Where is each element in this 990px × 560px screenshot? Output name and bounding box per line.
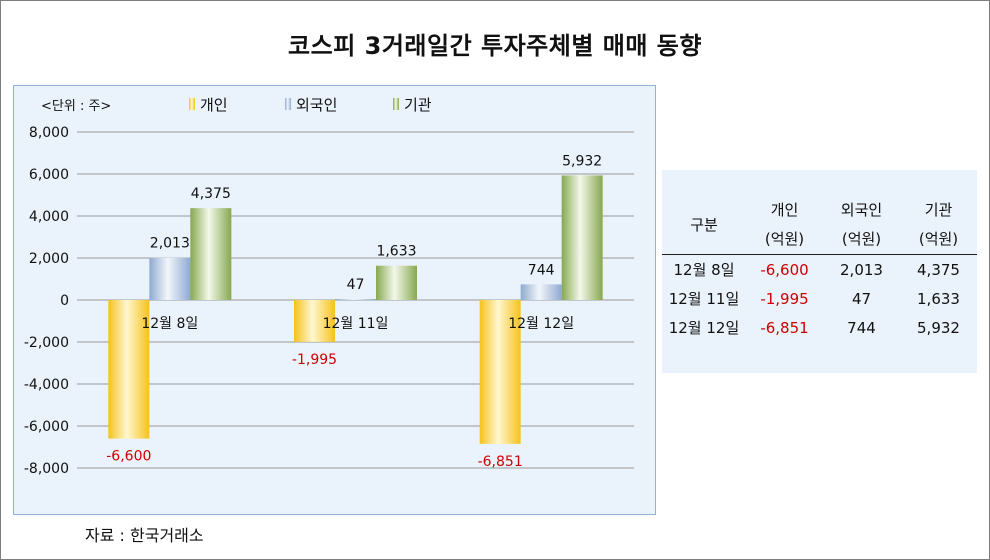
data-label: -1,995	[292, 352, 337, 368]
legend-swatch	[393, 98, 399, 110]
row-foreign-value: 744	[847, 318, 876, 337]
legend-swatch	[285, 98, 291, 110]
bar-foreign	[520, 284, 562, 300]
y-tick-label: -2,000	[24, 335, 69, 351]
row-date: 12월 8일	[673, 261, 735, 279]
header-category-label: 구분	[690, 215, 718, 234]
unit-label: <단위 : 주>	[41, 99, 111, 114]
table-row: 12월 12일 -6,851 744 5,932	[662, 313, 977, 342]
header-individual-label: 개인	[770, 201, 799, 219]
bar-institution	[376, 265, 417, 300]
header-institution: 기관 (억원)	[900, 196, 977, 255]
y-tick-label: 8,000	[29, 125, 69, 141]
bar-individual	[108, 300, 150, 439]
row-institution-value: 5,932	[917, 318, 960, 337]
table-header-row: 구분 개인 (억원) 외국인 (억원) 기관 (억원)	[662, 196, 977, 255]
data-label: -6,851	[478, 454, 523, 470]
row-date: 12월 11일	[668, 290, 740, 308]
row-institution-value: 4,375	[917, 260, 960, 279]
row-individual-value: -6,851	[760, 318, 809, 337]
bar-individual	[479, 300, 521, 444]
legend-label: 외국인	[296, 96, 337, 114]
data-label: -6,600	[106, 449, 151, 465]
page-title: 코스피 3거래일간 투자주체별 매매 동향	[288, 32, 702, 60]
summary-table-panel: 구분 개인 (억원) 외국인 (억원) 기관 (억원) 12월 8일 -6	[662, 170, 977, 373]
summary-table: 구분 개인 (억원) 외국인 (억원) 기관 (억원) 12월 8일 -6	[662, 196, 977, 342]
x-tick-label: 12월 11일	[323, 316, 389, 332]
header-foreign: 외국인 (억원)	[823, 196, 900, 255]
row-institution-value: 1,633	[917, 289, 960, 308]
x-tick-label: 12월 12일	[508, 316, 574, 332]
x-tick-label: 12월 8일	[141, 316, 198, 332]
row-individual-value: -1,995	[760, 289, 809, 308]
y-tick-label: 4,000	[29, 209, 69, 225]
data-label: 744	[528, 262, 555, 278]
row-foreign-value: 2,013	[840, 260, 883, 279]
table-row: 12월 11일 -1,995 47 1,633	[662, 284, 977, 313]
y-tick-label: -6,000	[24, 419, 69, 435]
data-label: 2,013	[150, 236, 190, 252]
header-category: 구분	[662, 196, 746, 255]
y-tick-label: 0	[60, 293, 69, 309]
chart-area: 8,000 6,000 4,000 2,000 0 -2,000 -4,000 -6,000 -…	[13, 85, 656, 515]
header-institution-unit: (억원)	[918, 230, 959, 248]
bar-foreign	[335, 299, 376, 300]
legend-swatch	[189, 98, 195, 110]
data-label: 1,633	[376, 244, 416, 260]
data-label: 4,375	[191, 186, 231, 202]
header-foreign-label: 외국인	[840, 201, 883, 219]
data-label: 5,932	[562, 153, 602, 169]
source-note: 자료 : 한국거래소	[85, 526, 204, 545]
legend-label: 개인	[200, 96, 228, 114]
row-foreign-value: 47	[851, 289, 872, 308]
header-individual-unit: (억원)	[764, 230, 805, 248]
legend-label: 기관	[404, 96, 432, 114]
header-foreign-unit: (억원)	[841, 230, 882, 248]
table-row: 12월 8일 -6,600 2,013 4,375	[662, 255, 977, 285]
y-tick-label: 6,000	[29, 167, 69, 183]
row-individual-value: -6,600	[760, 260, 809, 279]
data-label: 47	[347, 277, 365, 293]
y-tick-label: -8,000	[24, 461, 69, 477]
bar-institution	[190, 208, 232, 300]
bar-institution	[561, 175, 603, 300]
y-tick-label: -4,000	[24, 377, 69, 393]
header-institution-label: 기관	[924, 201, 953, 219]
row-date: 12월 12일	[668, 319, 740, 337]
header-individual: 개인 (억원)	[746, 196, 823, 255]
bar-chart: 8,000 6,000 4,000 2,000 0 -2,000 -4,000 -6,000 -…	[24, 96, 634, 477]
bar-individual	[294, 300, 335, 342]
y-tick-label: 2,000	[29, 251, 69, 267]
bar-foreign	[149, 257, 191, 300]
